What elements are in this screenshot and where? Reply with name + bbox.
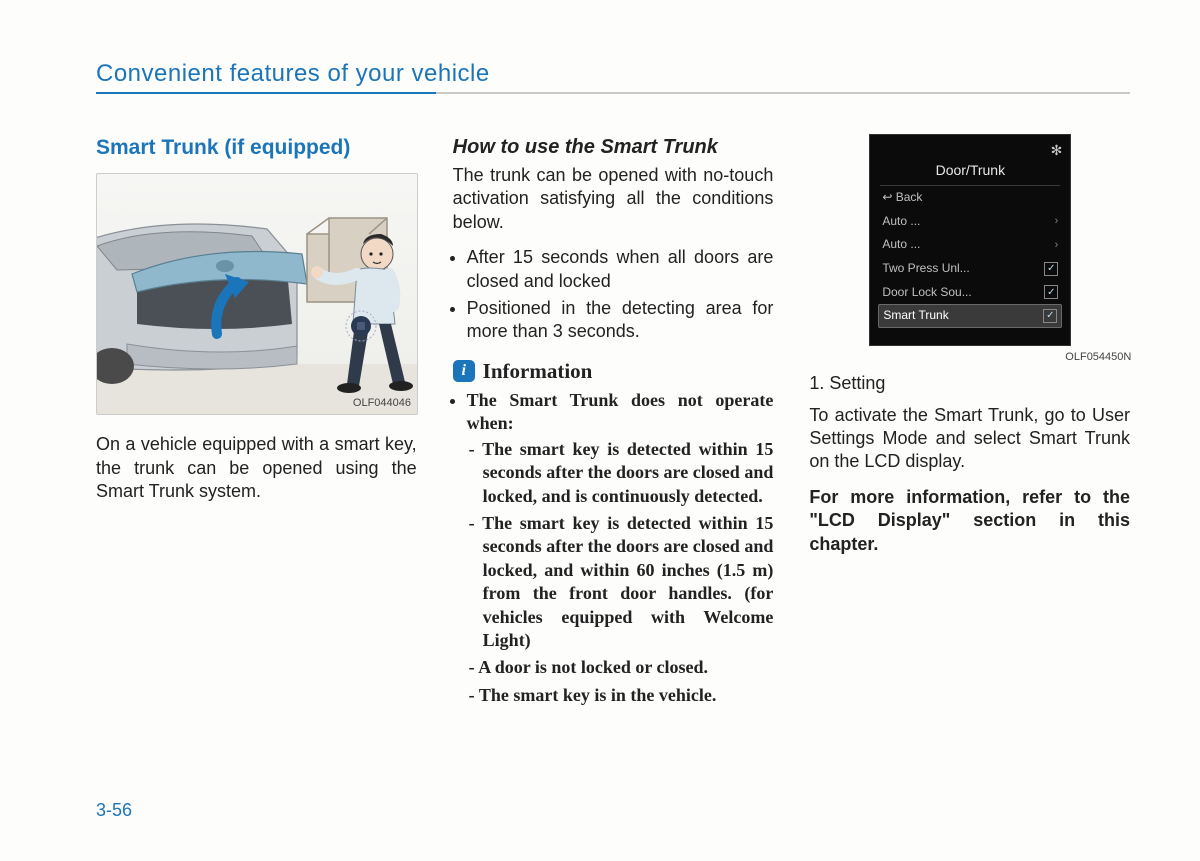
page-number: 3-56 — [96, 800, 132, 821]
checkbox-icon: ✓ — [1044, 285, 1058, 299]
figure-label-2: OLF054450N — [809, 350, 1131, 364]
column-2: How to use the Smart Trunk The trunk can… — [453, 134, 774, 721]
lcd-row-smarttrunk: Smart Trunk ✓ — [878, 304, 1062, 328]
info-sublist: The smart key is detected within 15 seco… — [467, 438, 774, 707]
step-1-label: 1. Setting — [809, 372, 1130, 395]
lcd-row-auto1: Auto ... › — [870, 210, 1070, 234]
figure-label-1: OLF044046 — [353, 396, 411, 410]
lcd-row-twopress: Two Press Unl... ✓ — [870, 257, 1070, 281]
lcd-row-back: ↩ Back — [870, 186, 1070, 210]
figure-smart-trunk-illustration: OLF044046 — [96, 173, 418, 415]
info-item-4: The smart key is in the vehicle. — [483, 684, 774, 707]
lcd-row-doorlock-label: Door Lock Sou... — [882, 285, 971, 301]
lcd-screenshot: ✻ Door/Trunk ↩ Back Auto ... › Auto ... … — [869, 134, 1071, 346]
column-1: Smart Trunk (if equipped) — [96, 134, 417, 721]
back-icon: ↩ Back — [882, 190, 922, 206]
trunk-illustration-svg — [97, 174, 417, 414]
col3-reference-text: For more information, refer to the "LCD … — [809, 486, 1130, 556]
info-item-3: A door is not locked or closed. — [483, 656, 774, 679]
col1-body-text: On a vehicle equipped with a smart key, … — [96, 433, 417, 503]
content-columns: Smart Trunk (if equipped) — [96, 134, 1130, 721]
chevron-right-icon: › — [1055, 214, 1059, 228]
lcd-title: Door/Trunk — [870, 135, 1070, 185]
information-heading: i Information — [453, 358, 774, 385]
lcd-row-twopress-label: Two Press Unl... — [882, 261, 969, 277]
checkbox-icon: ✓ — [1044, 262, 1058, 276]
info-lead: The Smart Trunk does not operate when: T… — [467, 389, 774, 707]
col3-body-text: To activate the Smart Trunk, go to User … — [809, 404, 1130, 474]
info-item-1: The smart key is detected within 15 seco… — [483, 438, 774, 508]
information-block: The Smart Trunk does not operate when: T… — [453, 389, 774, 707]
checkbox-icon: ✓ — [1043, 309, 1057, 323]
page-header: Convenient features of your vehicle — [96, 60, 1130, 88]
lcd-row-auto1-label: Auto ... — [882, 214, 920, 230]
lcd-figure-wrapper: ✻ Door/Trunk ↩ Back Auto ... › Auto ... … — [809, 134, 1131, 346]
lcd-row-doorlock: Door Lock Sou... ✓ — [870, 281, 1070, 305]
col2-subhead: How to use the Smart Trunk — [453, 134, 774, 160]
col2-intro: The trunk can be opened with no-touch ac… — [453, 164, 774, 234]
info-lead-text: The Smart Trunk does not operate when: — [467, 390, 774, 433]
col2-bullet-2: Positioned in the detecting area for mor… — [467, 297, 774, 344]
col2-bullet-1: After 15 seconds when all doors are clos… — [467, 246, 774, 293]
lcd-row-auto2: Auto ... › — [870, 233, 1070, 257]
section-title: Smart Trunk (if equipped) — [96, 134, 417, 161]
information-icon: i — [453, 360, 475, 382]
lcd-row-smarttrunk-label: Smart Trunk — [883, 308, 948, 324]
column-3: ✻ Door/Trunk ↩ Back Auto ... › Auto ... … — [809, 134, 1130, 721]
lcd-row-back-label: Back — [896, 190, 923, 204]
header-rule — [96, 92, 1130, 94]
chevron-right-icon: › — [1055, 238, 1059, 252]
info-item-2: The smart key is detected within 15 seco… — [483, 512, 774, 652]
gear-icon: ✻ — [1051, 141, 1063, 159]
col2-bullet-list: After 15 seconds when all doors are clos… — [453, 246, 774, 344]
information-title: Information — [483, 358, 593, 385]
lcd-row-auto2-label: Auto ... — [882, 237, 920, 253]
